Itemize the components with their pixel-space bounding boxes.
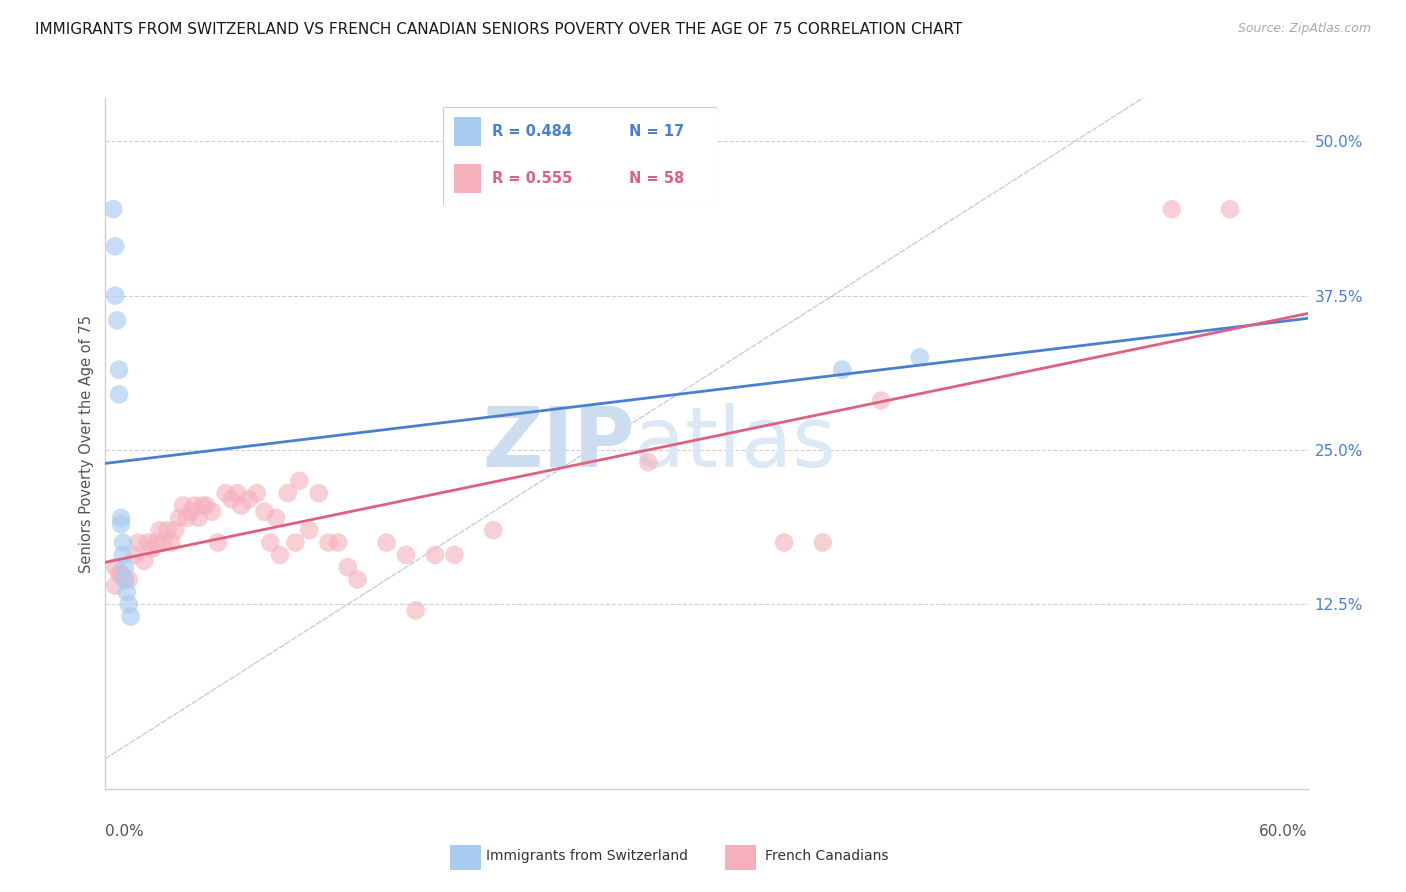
Point bbox=[238, 492, 260, 507]
Point bbox=[183, 499, 205, 513]
Point bbox=[326, 535, 349, 549]
Point bbox=[141, 541, 163, 556]
FancyBboxPatch shape bbox=[725, 846, 756, 870]
Point bbox=[136, 535, 159, 549]
Point bbox=[195, 499, 218, 513]
Point bbox=[145, 535, 167, 549]
Point bbox=[103, 202, 125, 217]
Point bbox=[124, 548, 146, 562]
Point bbox=[259, 535, 281, 549]
Point bbox=[214, 486, 236, 500]
Point bbox=[104, 579, 127, 593]
Point bbox=[231, 499, 253, 513]
Text: Source: ZipAtlas.com: Source: ZipAtlas.com bbox=[1237, 22, 1371, 36]
Point bbox=[908, 351, 931, 365]
Point bbox=[298, 523, 321, 537]
Point bbox=[114, 560, 136, 574]
Point bbox=[831, 362, 853, 376]
Point bbox=[336, 560, 359, 574]
Point bbox=[191, 499, 214, 513]
Text: atlas: atlas bbox=[634, 403, 837, 484]
Point bbox=[114, 573, 136, 587]
Point bbox=[104, 288, 127, 302]
Text: 60.0%: 60.0% bbox=[1260, 824, 1308, 839]
Point bbox=[308, 486, 330, 500]
Point bbox=[110, 516, 132, 531]
Point bbox=[115, 585, 138, 599]
Point bbox=[176, 511, 198, 525]
Point bbox=[277, 486, 299, 500]
Point bbox=[156, 523, 179, 537]
Point bbox=[226, 486, 249, 500]
Point bbox=[870, 393, 893, 408]
Point bbox=[111, 548, 134, 562]
Point bbox=[187, 511, 209, 525]
Point bbox=[264, 511, 287, 525]
Point bbox=[110, 566, 132, 581]
Point bbox=[375, 535, 398, 549]
Point bbox=[201, 505, 224, 519]
Point bbox=[152, 535, 174, 549]
Text: 0.0%: 0.0% bbox=[105, 824, 145, 839]
Text: French Canadians: French Canadians bbox=[765, 849, 889, 863]
Point bbox=[318, 535, 340, 549]
Point bbox=[207, 535, 229, 549]
Text: IMMIGRANTS FROM SWITZERLAND VS FRENCH CANADIAN SENIORS POVERTY OVER THE AGE OF 7: IMMIGRANTS FROM SWITZERLAND VS FRENCH CA… bbox=[35, 22, 963, 37]
Text: Immigrants from Switzerland: Immigrants from Switzerland bbox=[486, 849, 689, 863]
Point bbox=[253, 505, 276, 519]
Point bbox=[395, 548, 418, 562]
FancyBboxPatch shape bbox=[443, 107, 717, 205]
Y-axis label: Seniors Poverty Over the Age of 75: Seniors Poverty Over the Age of 75 bbox=[79, 315, 94, 573]
Point bbox=[423, 548, 446, 562]
Point bbox=[118, 597, 141, 611]
Point bbox=[1160, 202, 1182, 217]
Point bbox=[108, 362, 131, 376]
Point bbox=[405, 603, 427, 617]
Point bbox=[111, 535, 134, 549]
Point bbox=[127, 535, 149, 549]
Point bbox=[118, 573, 141, 587]
Point bbox=[149, 523, 172, 537]
Point bbox=[811, 535, 834, 549]
FancyBboxPatch shape bbox=[450, 846, 481, 870]
Point bbox=[269, 548, 291, 562]
FancyBboxPatch shape bbox=[454, 117, 481, 146]
Text: N = 17: N = 17 bbox=[630, 124, 685, 138]
Point bbox=[120, 609, 142, 624]
Point bbox=[134, 554, 156, 568]
Point bbox=[482, 523, 505, 537]
Text: R = 0.555: R = 0.555 bbox=[492, 170, 572, 186]
Point bbox=[108, 387, 131, 401]
Point bbox=[246, 486, 269, 500]
Point bbox=[167, 511, 190, 525]
Point bbox=[110, 511, 132, 525]
Point bbox=[346, 573, 368, 587]
Point bbox=[637, 455, 659, 469]
Point bbox=[108, 566, 131, 581]
Point bbox=[1219, 202, 1241, 217]
Text: ZIP: ZIP bbox=[482, 403, 634, 484]
Point bbox=[443, 548, 465, 562]
Point bbox=[773, 535, 796, 549]
Point bbox=[172, 499, 194, 513]
Point bbox=[180, 505, 202, 519]
Point bbox=[114, 573, 136, 587]
Point bbox=[104, 560, 127, 574]
Point bbox=[105, 313, 128, 327]
Point bbox=[284, 535, 307, 549]
Point bbox=[160, 535, 183, 549]
Text: N = 58: N = 58 bbox=[630, 170, 685, 186]
FancyBboxPatch shape bbox=[454, 164, 481, 194]
Point bbox=[165, 523, 187, 537]
Point bbox=[221, 492, 243, 507]
Point bbox=[104, 239, 127, 253]
Point bbox=[288, 474, 311, 488]
Text: R = 0.484: R = 0.484 bbox=[492, 124, 572, 138]
